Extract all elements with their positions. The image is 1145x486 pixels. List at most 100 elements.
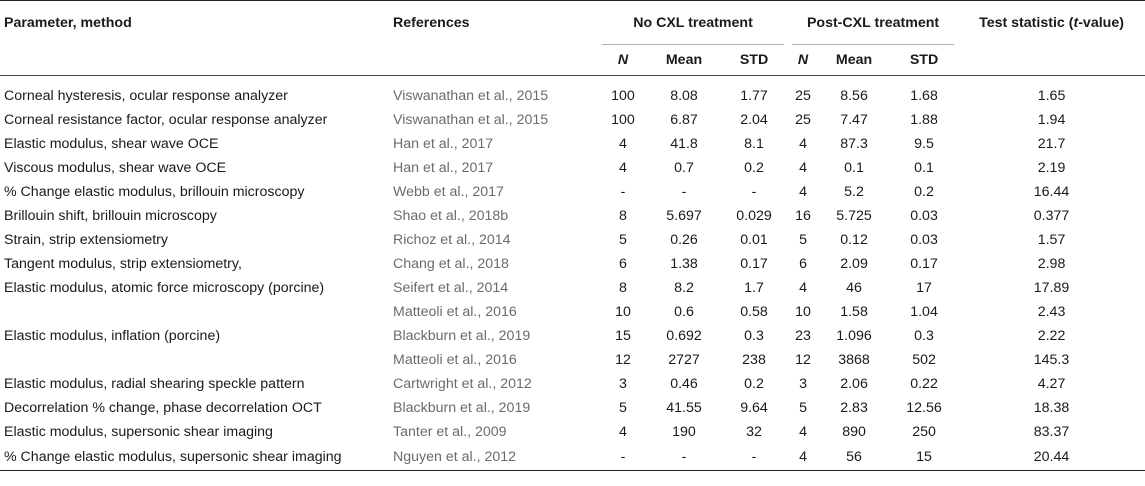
- t-value-cell: 4.27: [1037, 376, 1066, 392]
- n-no-cxl-cell: 4: [619, 424, 627, 440]
- header-mean-1: Mean: [648, 45, 720, 76]
- param-cell: Viscous modulus, shear wave OCE: [4, 160, 227, 176]
- header-n-1: N: [598, 45, 648, 76]
- header-mean-2: Mean: [818, 45, 891, 76]
- mean-post-cxl-cell: 3868: [838, 352, 870, 368]
- std-post-cxl-cell: 1.88: [910, 112, 938, 128]
- n-post-cxl-cell: 4: [788, 444, 819, 471]
- n-post-cxl-cell: 25: [795, 88, 811, 104]
- std-post-cxl-cell: 12.56: [906, 400, 942, 416]
- reference-cell: Shao et al., 2018b: [393, 208, 509, 224]
- header-std-2: STD: [890, 45, 959, 76]
- reference-cell: Richoz et al., 2014: [393, 232, 511, 248]
- t-value-cell: 17.89: [1033, 280, 1070, 296]
- header-row-2: N Mean STD N Mean STD: [0, 45, 1145, 76]
- std-post-cxl-cell: 0.1: [914, 160, 934, 176]
- t-value-cell: 2.98: [1037, 256, 1066, 272]
- table-row: Corneal hysteresis, ocular response anal…: [0, 76, 1145, 109]
- table-row: Corneal resistance factor, ocular respon…: [0, 108, 1145, 132]
- std-post-cxl-cell: 0.17: [910, 256, 938, 272]
- mean-no-cxl-cell: 8.2: [674, 280, 694, 296]
- n-post-cxl-cell: 3: [799, 376, 807, 392]
- table-row: % Change elastic modulus, supersonic she…: [0, 444, 1145, 471]
- mean-post-cxl-cell: 1.58: [840, 304, 868, 320]
- reference-cell: Cartwright et al., 2012: [393, 376, 532, 392]
- n-no-cxl-cell: 5: [619, 400, 627, 416]
- n-no-cxl-cell: -: [620, 184, 626, 200]
- n-no-cxl-cell: 3: [619, 376, 627, 392]
- table-row: Decorrelation % change, phase decorrelat…: [0, 396, 1145, 420]
- param-cell: Elastic modulus, shear wave OCE: [4, 136, 219, 152]
- n-post-cxl-cell: 10: [795, 304, 811, 320]
- mean-no-cxl-cell: 5.697: [666, 208, 702, 224]
- std-no-cxl-cell: 0.3: [744, 328, 764, 344]
- table-row: Brillouin shift, brillouin microscopy Sha…: [0, 204, 1145, 228]
- mean-no-cxl-cell: 0.46: [670, 376, 698, 392]
- table-body: Corneal hysteresis, ocular response anal…: [0, 76, 1145, 471]
- mean-post-cxl-cell: 2.09: [840, 256, 868, 272]
- std-post-cxl-cell: 0.3: [914, 328, 934, 344]
- std-post-cxl-cell: 1.04: [910, 304, 938, 320]
- table-row: Strain, strip extensiometry Richoz et al.…: [0, 228, 1145, 252]
- param-cell: Elastic modulus, atomic force microscopy…: [4, 280, 325, 296]
- n-post-cxl-cell: 23: [795, 328, 811, 344]
- n-post-cxl-cell: 4: [799, 160, 807, 176]
- n-no-cxl-cell: 6: [619, 256, 627, 272]
- param-cell: Corneal hysteresis, ocular response anal…: [4, 88, 288, 104]
- n-post-cxl-cell: 4: [799, 424, 807, 440]
- reference-cell: Viswanathan et al., 2015: [393, 112, 549, 128]
- mean-post-cxl-cell: 46: [846, 280, 862, 296]
- header-no-cxl: No CXL treatment: [598, 0, 789, 45]
- mean-no-cxl-cell: 0.7: [674, 160, 694, 176]
- reference-cell: Viswanathan et al., 2015: [393, 88, 549, 104]
- std-post-cxl-cell: 0.03: [910, 232, 938, 248]
- t-value-cell: 83.37: [1033, 424, 1070, 440]
- std-post-cxl-cell: 15: [890, 444, 959, 471]
- std-post-cxl-cell: 502: [912, 352, 936, 368]
- reference-cell: Seifert et al., 2014: [393, 280, 509, 296]
- reference-cell: Han et al., 2017: [393, 160, 494, 176]
- table-row: Elastic modulus, radial shearing speckle…: [0, 372, 1145, 396]
- n-post-cxl-cell: 4: [799, 136, 807, 152]
- param-cell: Elastic modulus, inflation (porcine): [4, 328, 221, 344]
- reference-cell: Blackburn et al., 2019: [393, 328, 531, 344]
- mean-no-cxl-cell: -: [681, 184, 687, 200]
- std-no-cxl-cell: 9.64: [740, 400, 768, 416]
- std-post-cxl-cell: 0.03: [910, 208, 938, 224]
- t-value-cell: 1.57: [1037, 232, 1066, 248]
- n-no-cxl-cell: -: [598, 444, 648, 471]
- std-no-cxl-cell: 1.77: [740, 88, 768, 104]
- n-post-cxl-cell: 5: [799, 400, 807, 416]
- header-param-method: Parameter, method: [0, 0, 393, 45]
- reference-cell: Nguyen et al., 2012: [393, 444, 598, 471]
- std-no-cxl-cell: 1.7: [744, 280, 764, 296]
- header-post-cxl: Post-CXL treatment: [788, 0, 959, 45]
- mean-no-cxl-cell: 2727: [668, 352, 700, 368]
- std-post-cxl-cell: 17: [916, 280, 932, 296]
- reference-cell: Matteoli et al., 2016: [393, 352, 517, 368]
- std-no-cxl-cell: 0.2: [744, 160, 764, 176]
- n-post-cxl-cell: 4: [799, 184, 807, 200]
- header-n-2: N: [788, 45, 819, 76]
- n-post-cxl-cell: 4: [799, 280, 807, 296]
- t-value-cell: 2.22: [1037, 328, 1066, 344]
- table-row: % Change elastic modulus, brillouin micr…: [0, 180, 1145, 204]
- std-post-cxl-cell: 1.68: [910, 88, 938, 104]
- n-post-cxl-cell: 16: [795, 208, 811, 224]
- reference-cell: Blackburn et al., 2019: [393, 400, 531, 416]
- reference-cell: Webb et al., 2017: [393, 184, 504, 200]
- std-post-cxl-cell: 0.22: [910, 376, 938, 392]
- mean-post-cxl-cell: 56: [818, 444, 891, 471]
- t-value-cell: 20.44: [958, 444, 1145, 471]
- mean-no-cxl-cell: 0.6: [674, 304, 694, 320]
- n-no-cxl-cell: 8: [619, 208, 627, 224]
- mean-post-cxl-cell: 8.56: [840, 88, 868, 104]
- data-table: Parameter, method References No CXL trea…: [0, 0, 1145, 471]
- reference-cell: Matteoli et al., 2016: [393, 304, 517, 320]
- table-row: Elastic modulus, supersonic shear imagin…: [0, 420, 1145, 444]
- header-std-1: STD: [720, 45, 789, 76]
- mean-post-cxl-cell: 2.06: [840, 376, 868, 392]
- header-test-statistic: Test statistic (t-value): [958, 0, 1145, 45]
- t-value-cell: 1.65: [1037, 88, 1066, 104]
- table-row: Matteoli et al., 2016 12 2727 238 12 3868 502 1…: [0, 348, 1145, 372]
